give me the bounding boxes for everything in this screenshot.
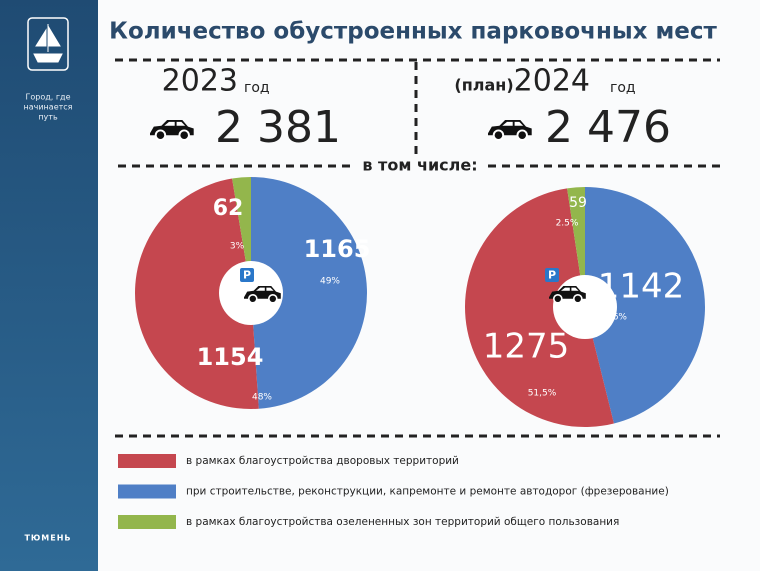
year: 2023	[162, 64, 238, 99]
value-label: 1275	[483, 327, 570, 367]
pie-slice	[585, 187, 705, 424]
total: 2 476	[545, 102, 671, 153]
share-label: 2.5%	[556, 219, 579, 229]
parking-sign	[545, 268, 559, 282]
parking-sign	[240, 268, 254, 282]
share-label: 51,5%	[528, 389, 557, 399]
city: ТЮМЕНЬ	[24, 534, 71, 543]
value-label: 1165	[304, 235, 371, 263]
year-unit: год	[244, 80, 270, 96]
wheel	[516, 129, 528, 141]
separator: в том числе:	[362, 156, 477, 175]
wheel	[248, 294, 258, 304]
year: 2024	[514, 64, 590, 99]
wheel	[154, 129, 167, 141]
share-label: 48%	[252, 393, 272, 403]
legend-label: при строительстве, реконструкции, капрем…	[186, 486, 669, 498]
tagline: начинается	[24, 103, 73, 112]
plan-label: (план)	[454, 76, 513, 95]
wheel	[492, 129, 505, 141]
value-label: 62	[213, 196, 244, 221]
car-icon	[549, 286, 586, 304]
pie-slice	[251, 177, 367, 409]
pie-slice	[135, 178, 259, 409]
share-label: 49%	[320, 277, 340, 287]
value-label: 59	[569, 195, 587, 211]
car-window	[164, 121, 186, 126]
total: 2 381	[215, 102, 341, 153]
share-label: 3%	[230, 242, 245, 252]
wheel	[268, 294, 278, 304]
parking-letter: P	[548, 269, 556, 282]
wheel	[553, 294, 563, 304]
pie-slice	[464, 188, 614, 428]
value-label: 1142	[598, 267, 685, 307]
car-icon	[150, 120, 194, 141]
title: Количество обустроенных парковочных мест	[109, 19, 717, 45]
parking-letter: P	[243, 269, 251, 282]
car-window	[561, 287, 579, 291]
logo	[27, 17, 69, 71]
legend-label: в рамках благоустройства озелененных зон…	[186, 516, 619, 528]
car-window	[502, 121, 524, 126]
wheel	[573, 294, 583, 304]
sidebar	[0, 0, 98, 571]
car-icon	[244, 286, 281, 304]
wheel	[178, 129, 190, 141]
share-label: 46%	[607, 313, 627, 323]
legend-label: в рамках благоустройства дворовых террит…	[186, 455, 459, 467]
tagline: Город, где	[25, 93, 70, 102]
legend-swatch	[118, 484, 176, 499]
legend-swatch	[118, 515, 176, 529]
value-label: 1154	[197, 343, 264, 371]
car-icon	[488, 120, 532, 141]
legend-swatch	[118, 454, 176, 468]
tagline: путь	[38, 113, 58, 122]
car-window	[256, 287, 274, 291]
year-unit: год	[610, 80, 636, 96]
